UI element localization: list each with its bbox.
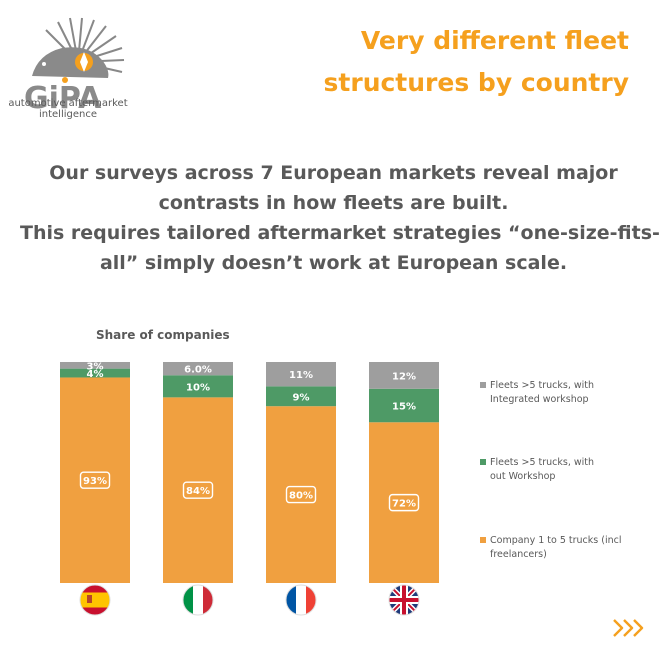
flag-italy-icon bbox=[183, 585, 213, 615]
gipa-logo: GiPA bbox=[24, 17, 125, 116]
intro-line-2: contrasts in how fleets are built. bbox=[158, 192, 509, 214]
logo-tagline-line-2: intelligence bbox=[38, 109, 97, 120]
bar-italy-fleets-5-trucks-with-integrated-workshop bbox=[163, 362, 233, 376]
page-title-line-2: structures by country bbox=[323, 68, 629, 97]
data-label-box-france bbox=[285, 485, 317, 504]
data-label-uk-fleets-5-trucks-without-workshop: 15% bbox=[392, 402, 416, 413]
intro-text: Our surveys across 7 European markets re… bbox=[20, 158, 660, 278]
page-title: Very different fleet structures by count… bbox=[299, 20, 629, 104]
data-label-france-fleets-5-trucks-without-workshop: 9% bbox=[293, 392, 310, 403]
data-label-france-company-1-to-5-trucks-incl-freelancers: 80% bbox=[289, 491, 313, 502]
bar-uk-company-1-to-5-trucks-incl-freelancers bbox=[369, 422, 439, 583]
flag-outline-italy bbox=[182, 584, 214, 616]
data-label-france-fleets-5-trucks-with-integrated-workshop: 11% bbox=[289, 370, 313, 381]
data-label-italy-fleets-5-trucks-with-integrated-workshop: 6.0% bbox=[184, 365, 212, 376]
legend-label-fleets-5-trucks-without-workshop: Fleets >5 trucks, with out Workshop bbox=[490, 457, 594, 482]
flag-outline-spain bbox=[79, 584, 111, 616]
flag-uk-icon bbox=[389, 585, 419, 615]
bar-spain-fleets-5-trucks-with-integrated-workshop bbox=[60, 362, 130, 369]
bar-france-fleets-5-trucks-with-integrated-workshop bbox=[266, 362, 336, 387]
bar-spain-company-1-to-5-trucks-incl-freelancers bbox=[60, 377, 130, 583]
legend-label-fleets-5-trucks-with-integrated-workshop: Fleets >5 trucks, with Integrated worksho… bbox=[490, 380, 594, 405]
next-arrows-icon[interactable] bbox=[612, 617, 648, 639]
bar-spain-fleets-5-trucks-without-workshop bbox=[60, 368, 130, 378]
data-label-italy-company-1-to-5-trucks-incl-freelancers: 84% bbox=[186, 486, 210, 497]
data-label-box-uk bbox=[388, 493, 420, 512]
data-label-italy-fleets-5-trucks-without-workshop: 10% bbox=[186, 382, 210, 393]
intro-line-1: Our surveys across 7 European markets re… bbox=[49, 162, 618, 184]
intro-line-4: all” simply doesn’t work at European sca… bbox=[99, 252, 568, 274]
bar-italy-company-1-to-5-trucks-incl-freelancers bbox=[163, 397, 233, 583]
data-label-box-spain bbox=[79, 471, 111, 489]
flag-spain-icon bbox=[80, 585, 110, 615]
data-label-box-italy bbox=[182, 481, 214, 499]
flag-france-icon bbox=[286, 585, 316, 615]
bar-italy-fleets-5-trucks-without-workshop bbox=[163, 375, 233, 398]
legend-swatch-fleets-5-trucks-with-integrated-workshop bbox=[480, 382, 486, 388]
bar-uk-fleets-5-trucks-with-integrated-workshop bbox=[369, 362, 439, 389]
flag-outline-uk bbox=[388, 584, 420, 616]
data-label-uk-company-1-to-5-trucks-incl-freelancers: 72% bbox=[392, 499, 416, 510]
bar-france-fleets-5-trucks-without-workshop bbox=[266, 386, 336, 407]
logo-tagline-line-1: automotive aftermarket bbox=[8, 98, 128, 109]
data-label-spain-company-1-to-5-trucks-incl-freelancers: 93% bbox=[83, 476, 107, 487]
legend-swatch-fleets-5-trucks-without-workshop bbox=[480, 459, 486, 465]
data-label-uk-fleets-5-trucks-with-integrated-workshop: 12% bbox=[392, 371, 416, 382]
bar-uk-fleets-5-trucks-without-workshop bbox=[369, 388, 439, 423]
chart-title: Share of companies bbox=[96, 328, 230, 342]
svg-text:GiPA: GiPA bbox=[24, 81, 102, 116]
bar-france-company-1-to-5-trucks-incl-freelancers bbox=[266, 406, 336, 583]
data-label-spain-fleets-5-trucks-without-workshop: 4% bbox=[87, 369, 104, 380]
logo-tagline: automotive aftermarket intelligence bbox=[8, 98, 128, 120]
page-title-line-1: Very different fleet bbox=[360, 26, 629, 55]
data-label-spain-fleets-5-trucks-with-integrated-workshop: 3% bbox=[87, 361, 104, 372]
flag-outline-france bbox=[285, 584, 317, 616]
intro-line-3: This requires tailored aftermarket strat… bbox=[20, 222, 660, 244]
legend-label-company-1-to-5-trucks-incl-freelancers: Company 1 to 5 trucks (incl freelancers) bbox=[490, 535, 621, 560]
legend-swatch-company-1-to-5-trucks-incl-freelancers bbox=[480, 537, 486, 543]
